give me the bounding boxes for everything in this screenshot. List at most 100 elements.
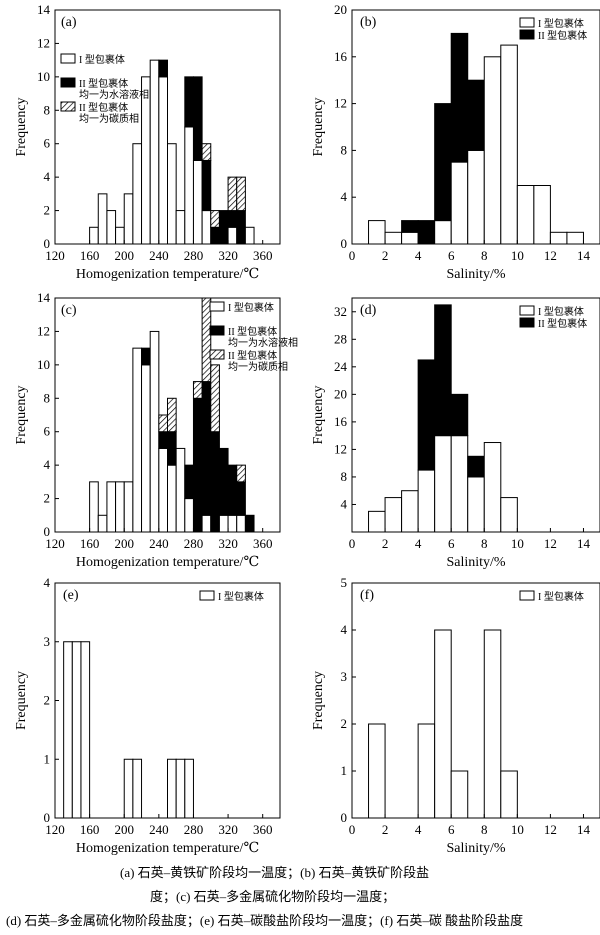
- chart-bar: [467, 149, 485, 245]
- y-tick-label: 6: [44, 136, 51, 151]
- x-axis-label: Salinity/%: [446, 841, 505, 856]
- y-tick-label: 2: [341, 716, 348, 731]
- chart-bar: [533, 185, 551, 245]
- chart-bar: [123, 758, 134, 819]
- chart-bar: [123, 193, 134, 245]
- y-tick-label: 6: [44, 424, 51, 439]
- legend-swatch: [519, 29, 535, 40]
- chart-bar: [236, 514, 246, 533]
- x-tick-label: 120: [45, 536, 65, 551]
- x-tick-label: 320: [218, 536, 238, 551]
- y-tick-label: 4: [44, 457, 51, 472]
- chart-bar: [175, 210, 186, 245]
- legend-label: II 型包裹体: [538, 317, 587, 330]
- x-tick-label: 14: [577, 248, 591, 263]
- x-tick-label: 0: [349, 536, 356, 551]
- chart-bar: [97, 193, 108, 245]
- x-tick-label: 0: [349, 248, 356, 263]
- chart-bar: [184, 498, 194, 533]
- chart-bar: [89, 481, 99, 533]
- y-tick-label: 10: [37, 69, 50, 84]
- x-tick-label: 320: [218, 822, 238, 837]
- x-axis-label: Salinity/%: [446, 267, 505, 282]
- chart-bar: [175, 758, 186, 819]
- chart-bar: [106, 210, 117, 245]
- chart-panel: 0 2 4 6 8 10 12 14 0 4 8 12 16 20 Salinity/% Frequency (…: [311, 2, 600, 282]
- chart-bar: [63, 641, 73, 819]
- x-tick-label: 200: [114, 248, 134, 263]
- plot-frame: [54, 297, 281, 533]
- chart-bar: [71, 641, 82, 819]
- chart-bar: [549, 231, 568, 245]
- chart-bar: [401, 231, 419, 245]
- chart-bar: [158, 76, 169, 245]
- chart-bar: [500, 497, 518, 533]
- chart-bar: [227, 514, 238, 533]
- chart-bar: [201, 159, 212, 212]
- y-tick-label: 24: [334, 359, 348, 374]
- x-axis-label: Homogenization temperature/℃: [76, 267, 259, 282]
- y-axis-label: Frequency: [311, 97, 326, 156]
- chart-bar: [227, 464, 238, 516]
- panel-label: (b): [360, 15, 377, 30]
- chart-bar: [450, 393, 469, 437]
- chart-bar: [149, 330, 160, 533]
- chart-bar: [236, 176, 246, 212]
- chart-bar: [167, 397, 177, 433]
- chart-bar: [175, 447, 186, 533]
- x-tick-label: 240: [149, 248, 169, 263]
- x-tick-label: 2: [382, 248, 389, 263]
- x-tick-label: 240: [149, 536, 169, 551]
- legend-swatch: [519, 17, 535, 28]
- x-tick-label: 200: [114, 536, 134, 551]
- legend-swatch: [519, 317, 535, 328]
- chart-panel: 0 2 4 6 8 10 12 1448121620242832Salinity/%Frequ…: [311, 297, 600, 570]
- plot-frame: [351, 582, 600, 819]
- chart-bar: [218, 447, 229, 516]
- chart-bar: [167, 464, 177, 533]
- x-tick-label: 200: [114, 822, 134, 837]
- y-tick-label: 4: [341, 622, 348, 637]
- chart-bar: [115, 481, 125, 533]
- x-axis-label: Homogenization temperature/℃: [76, 841, 259, 856]
- chart-bar: [417, 220, 436, 245]
- y-tick-label: 4: [44, 575, 51, 590]
- chart-bar: [450, 161, 469, 245]
- chart-bar: [192, 159, 203, 245]
- y-tick-label: 8: [341, 142, 348, 157]
- legend-swatch: [209, 349, 225, 360]
- chart-bar: [434, 220, 452, 245]
- chart-bar: [201, 210, 212, 245]
- x-tick-label: 2: [382, 536, 389, 551]
- legend-label: II 型包裹体均一为水溶液相: [228, 325, 298, 349]
- x-tick-label: 160: [80, 248, 100, 263]
- chart-bar: [450, 435, 469, 533]
- y-tick-label: 8: [44, 102, 51, 117]
- x-tick-label: 280: [184, 248, 204, 263]
- legend-label: I 型包裹体: [79, 53, 125, 66]
- chart-panel: 120 160 200 240 280 320 360 0 1 2 3 4 Homogenization…: [14, 575, 281, 856]
- y-tick-label: 12: [37, 323, 50, 338]
- chart-bar: [384, 497, 403, 533]
- chart-bar: [184, 76, 194, 128]
- y-tick-label: 0: [44, 524, 51, 539]
- chart-bar: [500, 770, 518, 819]
- chart-bar: [141, 76, 151, 245]
- chart-bar: [483, 442, 502, 533]
- chart-bar: [97, 514, 108, 533]
- panel-label: (c): [61, 303, 77, 318]
- chart-bar: [450, 32, 469, 163]
- chart-bar: [368, 220, 386, 245]
- chart-bar: [184, 126, 194, 245]
- y-tick-label: 4: [341, 496, 348, 511]
- chart-bar: [192, 397, 203, 533]
- y-tick-label: 2: [44, 491, 51, 506]
- y-axis-label: Frequency: [311, 671, 326, 730]
- chart-bar: [244, 514, 255, 533]
- y-tick-label: 14: [37, 290, 51, 305]
- x-tick-label: 280: [184, 822, 204, 837]
